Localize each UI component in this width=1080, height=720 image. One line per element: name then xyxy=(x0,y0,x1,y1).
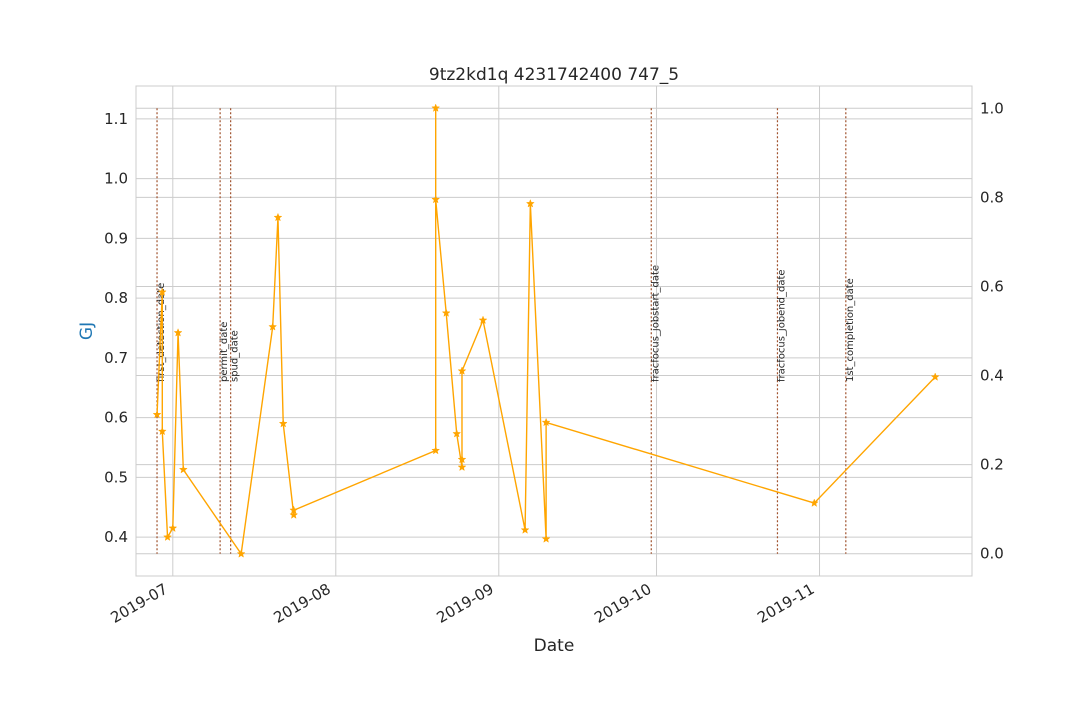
data-point xyxy=(525,199,535,208)
x-axis-title: Date xyxy=(534,636,575,656)
data-point xyxy=(273,212,283,222)
y-tick-label: 0.9 xyxy=(104,229,128,247)
data-point xyxy=(178,464,188,474)
data-point xyxy=(431,194,441,204)
data-point xyxy=(457,366,467,375)
x-tick-labels: 2019-07 2019-08 2019-09 2019-10 2019-11 xyxy=(108,580,818,627)
event-label: permit_date xyxy=(219,322,230,382)
y-tick-label: 0.6 xyxy=(104,409,128,427)
event-label: fracfocus_jobend_date xyxy=(776,269,787,382)
x-tick-label: 2019-07 xyxy=(108,580,171,627)
chart-title: 9tz2kd1q 4231742400 747_5 xyxy=(429,65,679,85)
data-point xyxy=(452,429,462,438)
data-point xyxy=(457,462,467,472)
x-tick-label: 2019-11 xyxy=(754,580,817,627)
data-point xyxy=(268,322,278,331)
event-label: 1st_completion_date xyxy=(845,278,856,382)
data-point xyxy=(163,532,173,541)
y2-tick-label: 0.0 xyxy=(980,545,1004,563)
event-label: fracfocus_jobstart_date xyxy=(650,265,661,382)
event-label: first_detection_date xyxy=(156,283,167,382)
y-tick-label: 0.5 xyxy=(104,468,128,486)
data-point xyxy=(289,505,299,515)
y2-tick-labels: 0.0 0.2 0.4 0.6 0.8 1.0 xyxy=(980,99,1004,562)
y-gridlines xyxy=(136,118,972,538)
data-point xyxy=(431,445,441,455)
x-tick-label: 2019-10 xyxy=(591,580,654,627)
data-point xyxy=(236,549,246,558)
y-tick-label: 1.0 xyxy=(104,170,128,188)
data-point xyxy=(289,510,299,519)
data-point xyxy=(431,103,441,112)
plot-area-frame xyxy=(135,85,973,577)
y2-tick-label: 0.4 xyxy=(980,367,1004,385)
data-point xyxy=(173,328,183,337)
data-point xyxy=(520,525,530,534)
data-point xyxy=(457,454,467,464)
x-tick-label: 2019-08 xyxy=(271,580,334,627)
x-tick-label: 2019-09 xyxy=(434,580,497,627)
y-axis-title: GJ xyxy=(77,322,97,340)
data-point xyxy=(278,418,288,428)
event-label: spud_date xyxy=(230,330,241,382)
y-tick-label: 0.7 xyxy=(104,349,128,367)
data-point xyxy=(157,426,167,436)
data-point xyxy=(541,534,551,543)
y2-tick-label: 0.8 xyxy=(980,188,1004,206)
data-point xyxy=(157,287,167,296)
x-gridlines xyxy=(172,86,821,576)
series-gj xyxy=(152,103,940,558)
y2-tick-label: 0.6 xyxy=(980,277,1004,295)
y-tick-labels: 0.4 0.5 0.6 0.7 0.8 0.9 1.0 1.1 xyxy=(104,110,128,546)
event-lines: first_detection_date permit_date spud_date… xyxy=(156,108,856,554)
data-point xyxy=(478,315,488,325)
y-tick-label: 1.1 xyxy=(104,110,128,128)
data-point xyxy=(930,372,940,381)
y-tick-label: 0.4 xyxy=(104,528,128,546)
y2-tick-label: 1.0 xyxy=(980,99,1004,117)
data-point xyxy=(441,308,451,317)
data-point xyxy=(541,417,551,427)
data-point xyxy=(152,409,162,419)
y2-tick-label: 0.2 xyxy=(980,456,1004,474)
y-tick-label: 0.8 xyxy=(104,289,128,307)
data-point xyxy=(809,498,819,507)
series-line xyxy=(156,108,936,556)
data-point xyxy=(168,523,178,533)
